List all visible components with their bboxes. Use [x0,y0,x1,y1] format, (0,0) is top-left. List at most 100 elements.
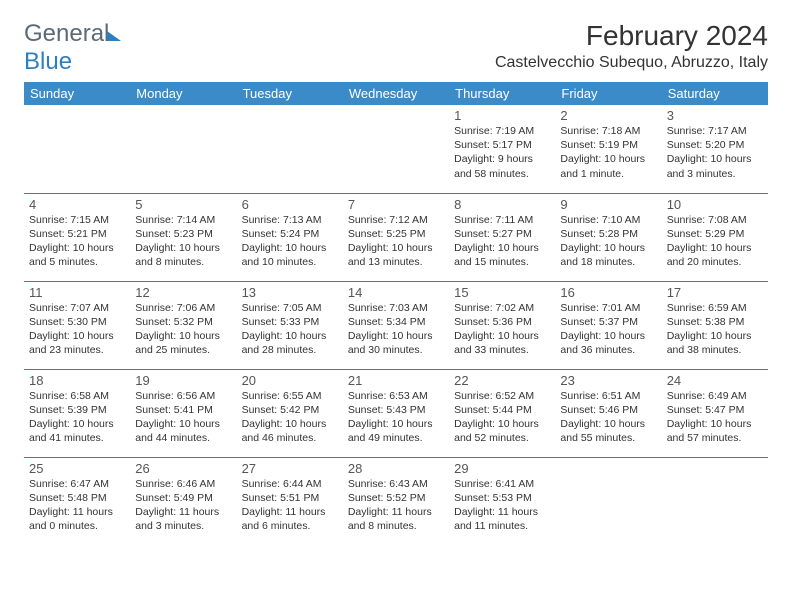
day-number: 11 [29,285,125,300]
day-detail-line: Daylight: 10 hours [667,241,763,255]
day-detail-line: Sunset: 5:29 PM [667,227,763,241]
day-detail-line: Sunset: 5:44 PM [454,403,550,417]
calendar-day-cell: 4Sunrise: 7:15 AMSunset: 5:21 PMDaylight… [24,193,130,281]
day-detail-line: Sunrise: 7:13 AM [242,213,338,227]
day-number: 12 [135,285,231,300]
day-number: 20 [242,373,338,388]
calendar-empty-cell [130,105,236,193]
calendar-day-cell: 21Sunrise: 6:53 AMSunset: 5:43 PMDayligh… [343,369,449,457]
day-detail-line: Sunrise: 6:59 AM [667,301,763,315]
day-number: 28 [348,461,444,476]
day-detail-line: Sunset: 5:46 PM [560,403,656,417]
day-detail-line: and 15 minutes. [454,255,550,269]
calendar-day-cell: 16Sunrise: 7:01 AMSunset: 5:37 PMDayligh… [555,281,661,369]
day-detail-line: Sunset: 5:41 PM [135,403,231,417]
calendar-day-cell: 8Sunrise: 7:11 AMSunset: 5:27 PMDaylight… [449,193,555,281]
day-detail-line: Daylight: 10 hours [667,329,763,343]
day-number: 29 [454,461,550,476]
day-detail-line: Sunset: 5:42 PM [242,403,338,417]
day-detail-line: Sunset: 5:38 PM [667,315,763,329]
day-number: 5 [135,197,231,212]
calendar-empty-cell [555,457,661,545]
calendar-day-cell: 19Sunrise: 6:56 AMSunset: 5:41 PMDayligh… [130,369,236,457]
page-header: General Blue February 2024 Castelvecchio… [24,20,768,76]
day-detail-line: and 28 minutes. [242,343,338,357]
day-detail-line: and 46 minutes. [242,431,338,445]
day-detail-line: and 1 minute. [560,167,656,181]
day-detail-line: Sunset: 5:48 PM [29,491,125,505]
day-detail-line: Daylight: 10 hours [135,417,231,431]
location-subtitle: Castelvecchio Subequo, Abruzzo, Italy [495,54,768,72]
calendar-day-cell: 27Sunrise: 6:44 AMSunset: 5:51 PMDayligh… [237,457,343,545]
day-detail-line: Daylight: 10 hours [348,241,444,255]
calendar-empty-cell [24,105,130,193]
day-detail-line: Sunset: 5:39 PM [29,403,125,417]
calendar-day-cell: 11Sunrise: 7:07 AMSunset: 5:30 PMDayligh… [24,281,130,369]
day-detail-line: Daylight: 10 hours [454,329,550,343]
day-number: 21 [348,373,444,388]
day-detail-line: Sunrise: 6:51 AM [560,389,656,403]
day-detail-line: Sunset: 5:21 PM [29,227,125,241]
day-detail-line: Daylight: 11 hours [454,505,550,519]
calendar-day-cell: 29Sunrise: 6:41 AMSunset: 5:53 PMDayligh… [449,457,555,545]
weekday-header: Monday [130,82,236,105]
day-number: 27 [242,461,338,476]
day-number: 25 [29,461,125,476]
day-detail-line: Daylight: 10 hours [29,241,125,255]
day-detail-line: Sunset: 5:28 PM [560,227,656,241]
day-detail-line: Sunrise: 7:11 AM [454,213,550,227]
logo-triangle-icon [107,31,121,41]
day-detail-line: Sunrise: 6:58 AM [29,389,125,403]
day-detail-line: Sunrise: 7:17 AM [667,124,763,138]
calendar-day-cell: 9Sunrise: 7:10 AMSunset: 5:28 PMDaylight… [555,193,661,281]
calendar-day-cell: 14Sunrise: 7:03 AMSunset: 5:34 PMDayligh… [343,281,449,369]
calendar-day-cell: 6Sunrise: 7:13 AMSunset: 5:24 PMDaylight… [237,193,343,281]
day-detail-line: Daylight: 10 hours [560,417,656,431]
day-detail-line: Sunrise: 6:53 AM [348,389,444,403]
day-detail-line: and 30 minutes. [348,343,444,357]
day-detail-line: and 6 minutes. [242,519,338,533]
day-detail-line: Daylight: 9 hours [454,152,550,166]
calendar-empty-cell [343,105,449,193]
day-detail-line: and 49 minutes. [348,431,444,445]
day-detail-line: Daylight: 10 hours [667,152,763,166]
calendar-day-cell: 5Sunrise: 7:14 AMSunset: 5:23 PMDaylight… [130,193,236,281]
day-detail-line: and 0 minutes. [29,519,125,533]
calendar-day-cell: 15Sunrise: 7:02 AMSunset: 5:36 PMDayligh… [449,281,555,369]
day-detail-line: and 55 minutes. [560,431,656,445]
day-detail-line: Sunset: 5:43 PM [348,403,444,417]
day-number: 23 [560,373,656,388]
calendar-day-cell: 28Sunrise: 6:43 AMSunset: 5:52 PMDayligh… [343,457,449,545]
day-detail-line: Daylight: 10 hours [560,241,656,255]
calendar-day-cell: 2Sunrise: 7:18 AMSunset: 5:19 PMDaylight… [555,105,661,193]
day-detail-line: and 57 minutes. [667,431,763,445]
day-detail-line: and 58 minutes. [454,167,550,181]
day-detail-line: Daylight: 10 hours [348,329,444,343]
calendar-header-row: SundayMondayTuesdayWednesdayThursdayFrid… [24,82,768,105]
day-number: 18 [29,373,125,388]
day-detail-line: Sunset: 5:51 PM [242,491,338,505]
day-detail-line: Sunrise: 7:01 AM [560,301,656,315]
day-detail-line: Sunset: 5:25 PM [348,227,444,241]
day-number: 17 [667,285,763,300]
day-detail-line: Sunset: 5:52 PM [348,491,444,505]
day-detail-line: Daylight: 10 hours [454,417,550,431]
day-detail-line: Sunset: 5:30 PM [29,315,125,329]
day-detail-line: Daylight: 10 hours [135,241,231,255]
calendar-day-cell: 24Sunrise: 6:49 AMSunset: 5:47 PMDayligh… [662,369,768,457]
day-detail-line: and 10 minutes. [242,255,338,269]
day-detail-line: Daylight: 11 hours [242,505,338,519]
calendar-day-cell: 20Sunrise: 6:55 AMSunset: 5:42 PMDayligh… [237,369,343,457]
day-detail-line: Sunset: 5:53 PM [454,491,550,505]
day-detail-line: Sunrise: 7:05 AM [242,301,338,315]
day-number: 15 [454,285,550,300]
day-detail-line: and 38 minutes. [667,343,763,357]
day-detail-line: Sunset: 5:33 PM [242,315,338,329]
calendar-week-row: 25Sunrise: 6:47 AMSunset: 5:48 PMDayligh… [24,457,768,545]
day-number: 3 [667,108,763,123]
calendar-week-row: 1Sunrise: 7:19 AMSunset: 5:17 PMDaylight… [24,105,768,193]
day-detail-line: Sunset: 5:49 PM [135,491,231,505]
day-detail-line: Sunset: 5:17 PM [454,138,550,152]
day-detail-line: Sunrise: 6:43 AM [348,477,444,491]
day-detail-line: Sunrise: 7:12 AM [348,213,444,227]
